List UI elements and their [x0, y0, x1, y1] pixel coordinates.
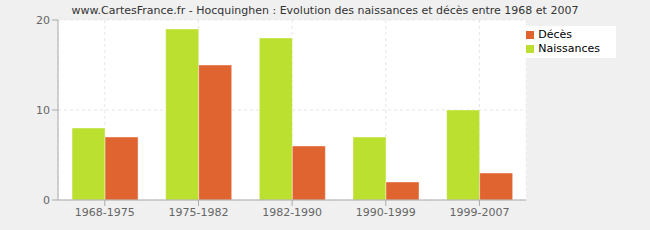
html-text:Décès: Décès — [538, 28, 572, 41]
svg-text:1975-1982: 1975-1982 — [168, 206, 228, 219]
svg-text:1982-1990: 1982-1990 — [262, 206, 322, 219]
html-text:Naissances: Naissances — [538, 42, 600, 55]
html-text:www.CartesFrance.fr - Hocquing: www.CartesFrance.fr - Hocquinghen : Evol… — [71, 4, 579, 17]
svg-text:1968-1975: 1968-1975 — [75, 206, 135, 219]
svg-text:1990-1999: 1990-1999 — [356, 206, 416, 219]
svg-text:20: 20 — [36, 14, 50, 27]
svg-text:10: 10 — [36, 104, 50, 117]
svg-text:0: 0 — [43, 194, 50, 207]
svg-text:1999-2007: 1999-2007 — [449, 206, 509, 219]
